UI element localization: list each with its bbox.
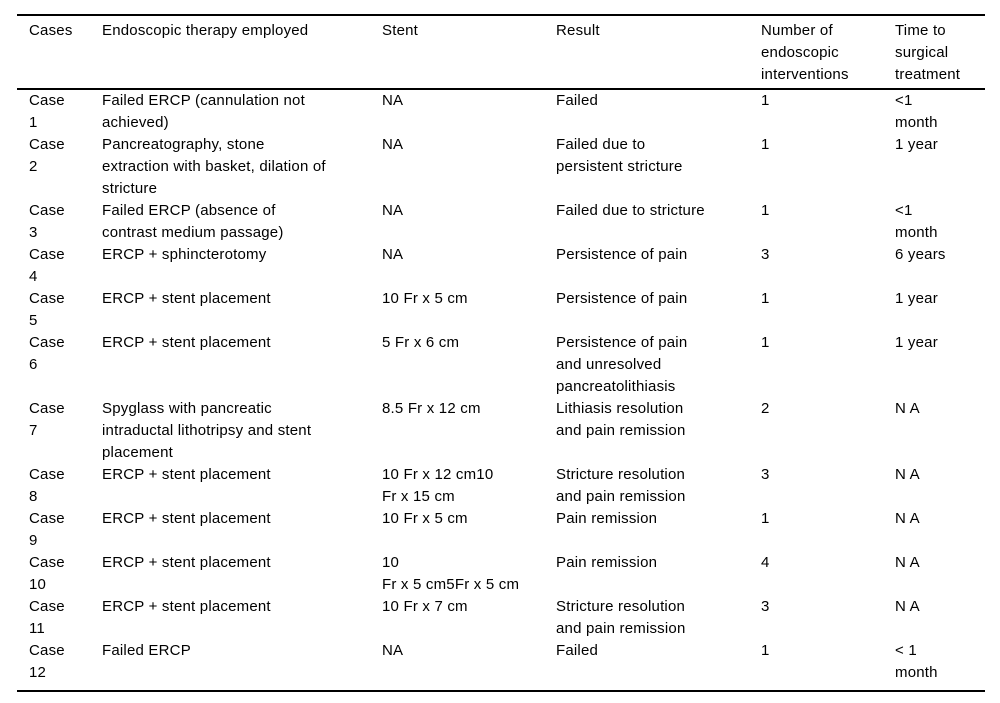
time-cell: N A (895, 598, 920, 615)
case-cell: Case 9 (29, 510, 65, 549)
case-cell: Case 5 (29, 290, 65, 329)
column-header-result: Result (556, 22, 600, 39)
case-cell: Case 11 (29, 598, 65, 637)
table-row: Case 4 ERCP + sphincterotomy NA Persistence… (17, 244, 985, 288)
therapy-cell: ERCP + stent placement (102, 290, 271, 307)
table-row: Case 1 Failed ERCP (cannulation not achie… (17, 89, 985, 134)
stent-cell: NA (382, 202, 404, 219)
therapy-cell: Spyglass with pancreatic intraductal lit… (102, 400, 312, 461)
stent-cell: 8.5 Fr x 12 cm (382, 400, 481, 417)
time-cell: < 1 month (895, 642, 938, 681)
table-body: Case 1 Failed ERCP (cannulation not achie… (17, 89, 985, 691)
case-cell: Case 2 (29, 136, 65, 175)
cases-table: Cases Endoscopic therapy employed Stent Res… (17, 14, 985, 692)
case-cell: Case 3 (29, 202, 65, 241)
therapy-cell: Failed ERCP (102, 642, 191, 659)
table-row: Case 11 ERCP + stent placement 10 Fr x 7 c… (17, 596, 985, 640)
stent-cell: 10 Fr x 12 cm10 Fr x 15 cm (382, 466, 494, 505)
case-cell: Case 8 (29, 466, 65, 505)
table-row: Case 10 ERCP + stent placement 10 Fr x 5 c… (17, 552, 985, 596)
table-row: Case 8 ERCP + stent placement 10 Fr x 12 c… (17, 464, 985, 508)
therapy-cell: ERCP + stent placement (102, 334, 271, 351)
interventions-cell: 4 (761, 554, 770, 571)
stent-cell: NA (382, 642, 404, 659)
table-row: Case 9 ERCP + stent placement 10 Fr x 5 cm… (17, 508, 985, 552)
result-cell: Failed (556, 92, 599, 109)
table-header: Cases Endoscopic therapy employed Stent Res… (17, 15, 985, 89)
stent-cell: 10 Fr x 7 cm (382, 598, 468, 615)
table-row: Case 2 Pancreatography, stone extraction … (17, 134, 985, 200)
therapy-cell: Failed ERCP (cannulation not achieved) (102, 92, 305, 131)
column-header-stent: Stent (382, 22, 419, 39)
result-cell: Stricture resolution and pain remission (556, 466, 686, 505)
case-cell: Case 4 (29, 246, 65, 285)
stent-cell: 10 Fr x 5 cm5Fr x 5 cm (382, 554, 520, 593)
stent-cell: 10 Fr x 5 cm (382, 290, 468, 307)
therapy-cell: Pancreatography, stone extraction with b… (102, 136, 326, 197)
interventions-cell: 1 (761, 510, 770, 527)
case-cell: Case 10 (29, 554, 65, 593)
stent-cell: 5 Fr x 6 cm (382, 334, 460, 351)
result-cell: Persistence of pain (556, 246, 688, 263)
time-cell: <1 month (895, 202, 938, 241)
column-header-time: Time to surgical treatment (895, 22, 961, 83)
interventions-cell: 2 (761, 400, 770, 417)
therapy-cell: ERCP + sphincterotomy (102, 246, 267, 263)
stent-cell: 10 Fr x 5 cm (382, 510, 468, 527)
time-cell: 1 year (895, 136, 938, 153)
interventions-cell: 3 (761, 598, 770, 615)
stent-cell: NA (382, 92, 404, 109)
time-cell: 1 year (895, 334, 938, 351)
result-cell: Persistence of pain (556, 290, 688, 307)
table-row: Case 5 ERCP + stent placement 10 Fr x 5 cm… (17, 288, 985, 332)
interventions-cell: 1 (761, 92, 770, 109)
column-header-therapy: Endoscopic therapy employed (102, 22, 309, 39)
interventions-cell: 3 (761, 246, 770, 263)
therapy-cell: ERCP + stent placement (102, 598, 271, 615)
case-cell: Case 12 (29, 642, 65, 681)
cases-table-container: Cases Endoscopic therapy employed Stent Res… (17, 14, 985, 692)
therapy-cell: Failed ERCP (absence of contrast medium … (102, 202, 284, 241)
column-header-cases: Cases (29, 22, 73, 39)
time-cell: 6 years (895, 246, 946, 263)
table-row: Case 7 Spyglass with pancreatic intraduct… (17, 398, 985, 464)
therapy-cell: ERCP + stent placement (102, 466, 271, 483)
interventions-cell: 1 (761, 334, 770, 351)
result-cell: Failed (556, 642, 599, 659)
therapy-cell: ERCP + stent placement (102, 510, 271, 527)
interventions-cell: 1 (761, 642, 770, 659)
header-row: Cases Endoscopic therapy employed Stent Res… (17, 15, 985, 89)
table-row: Case 6 ERCP + stent placement 5 Fr x 6 cm P… (17, 332, 985, 398)
result-cell: Persistence of pain and unresolved pancr… (556, 334, 688, 395)
result-cell: Lithiasis resolution and pain remission (556, 400, 686, 439)
result-cell: Failed due to persistent stricture (556, 136, 683, 175)
time-cell: <1 month (895, 92, 938, 131)
result-cell: Pain remission (556, 554, 658, 571)
result-cell: Failed due to stricture (556, 202, 705, 219)
stent-cell: NA (382, 136, 404, 153)
table-row: Case 3 Failed ERCP (absence of contrast m… (17, 200, 985, 244)
time-cell: N A (895, 400, 920, 417)
time-cell: 1 year (895, 290, 938, 307)
interventions-cell: 1 (761, 202, 770, 219)
time-cell: N A (895, 466, 920, 483)
time-cell: N A (895, 510, 920, 527)
result-cell: Pain remission (556, 510, 658, 527)
stent-cell: NA (382, 246, 404, 263)
column-header-interventions: Number of endoscopic interventions (761, 22, 849, 83)
interventions-cell: 3 (761, 466, 770, 483)
therapy-cell: ERCP + stent placement (102, 554, 271, 571)
case-cell: Case 1 (29, 92, 65, 131)
case-cell: Case 6 (29, 334, 65, 373)
table-row: Case 12 Failed ERCP NA Failed 1 < 1 month (17, 640, 985, 691)
result-cell: Stricture resolution and pain remission (556, 598, 686, 637)
time-cell: N A (895, 554, 920, 571)
interventions-cell: 1 (761, 136, 770, 153)
case-cell: Case 7 (29, 400, 65, 439)
interventions-cell: 1 (761, 290, 770, 307)
